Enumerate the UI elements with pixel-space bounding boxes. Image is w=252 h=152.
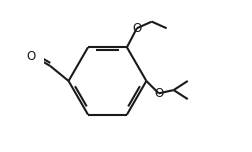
Text: O: O — [132, 22, 141, 35]
Text: O: O — [27, 50, 36, 64]
Text: O: O — [153, 87, 163, 100]
